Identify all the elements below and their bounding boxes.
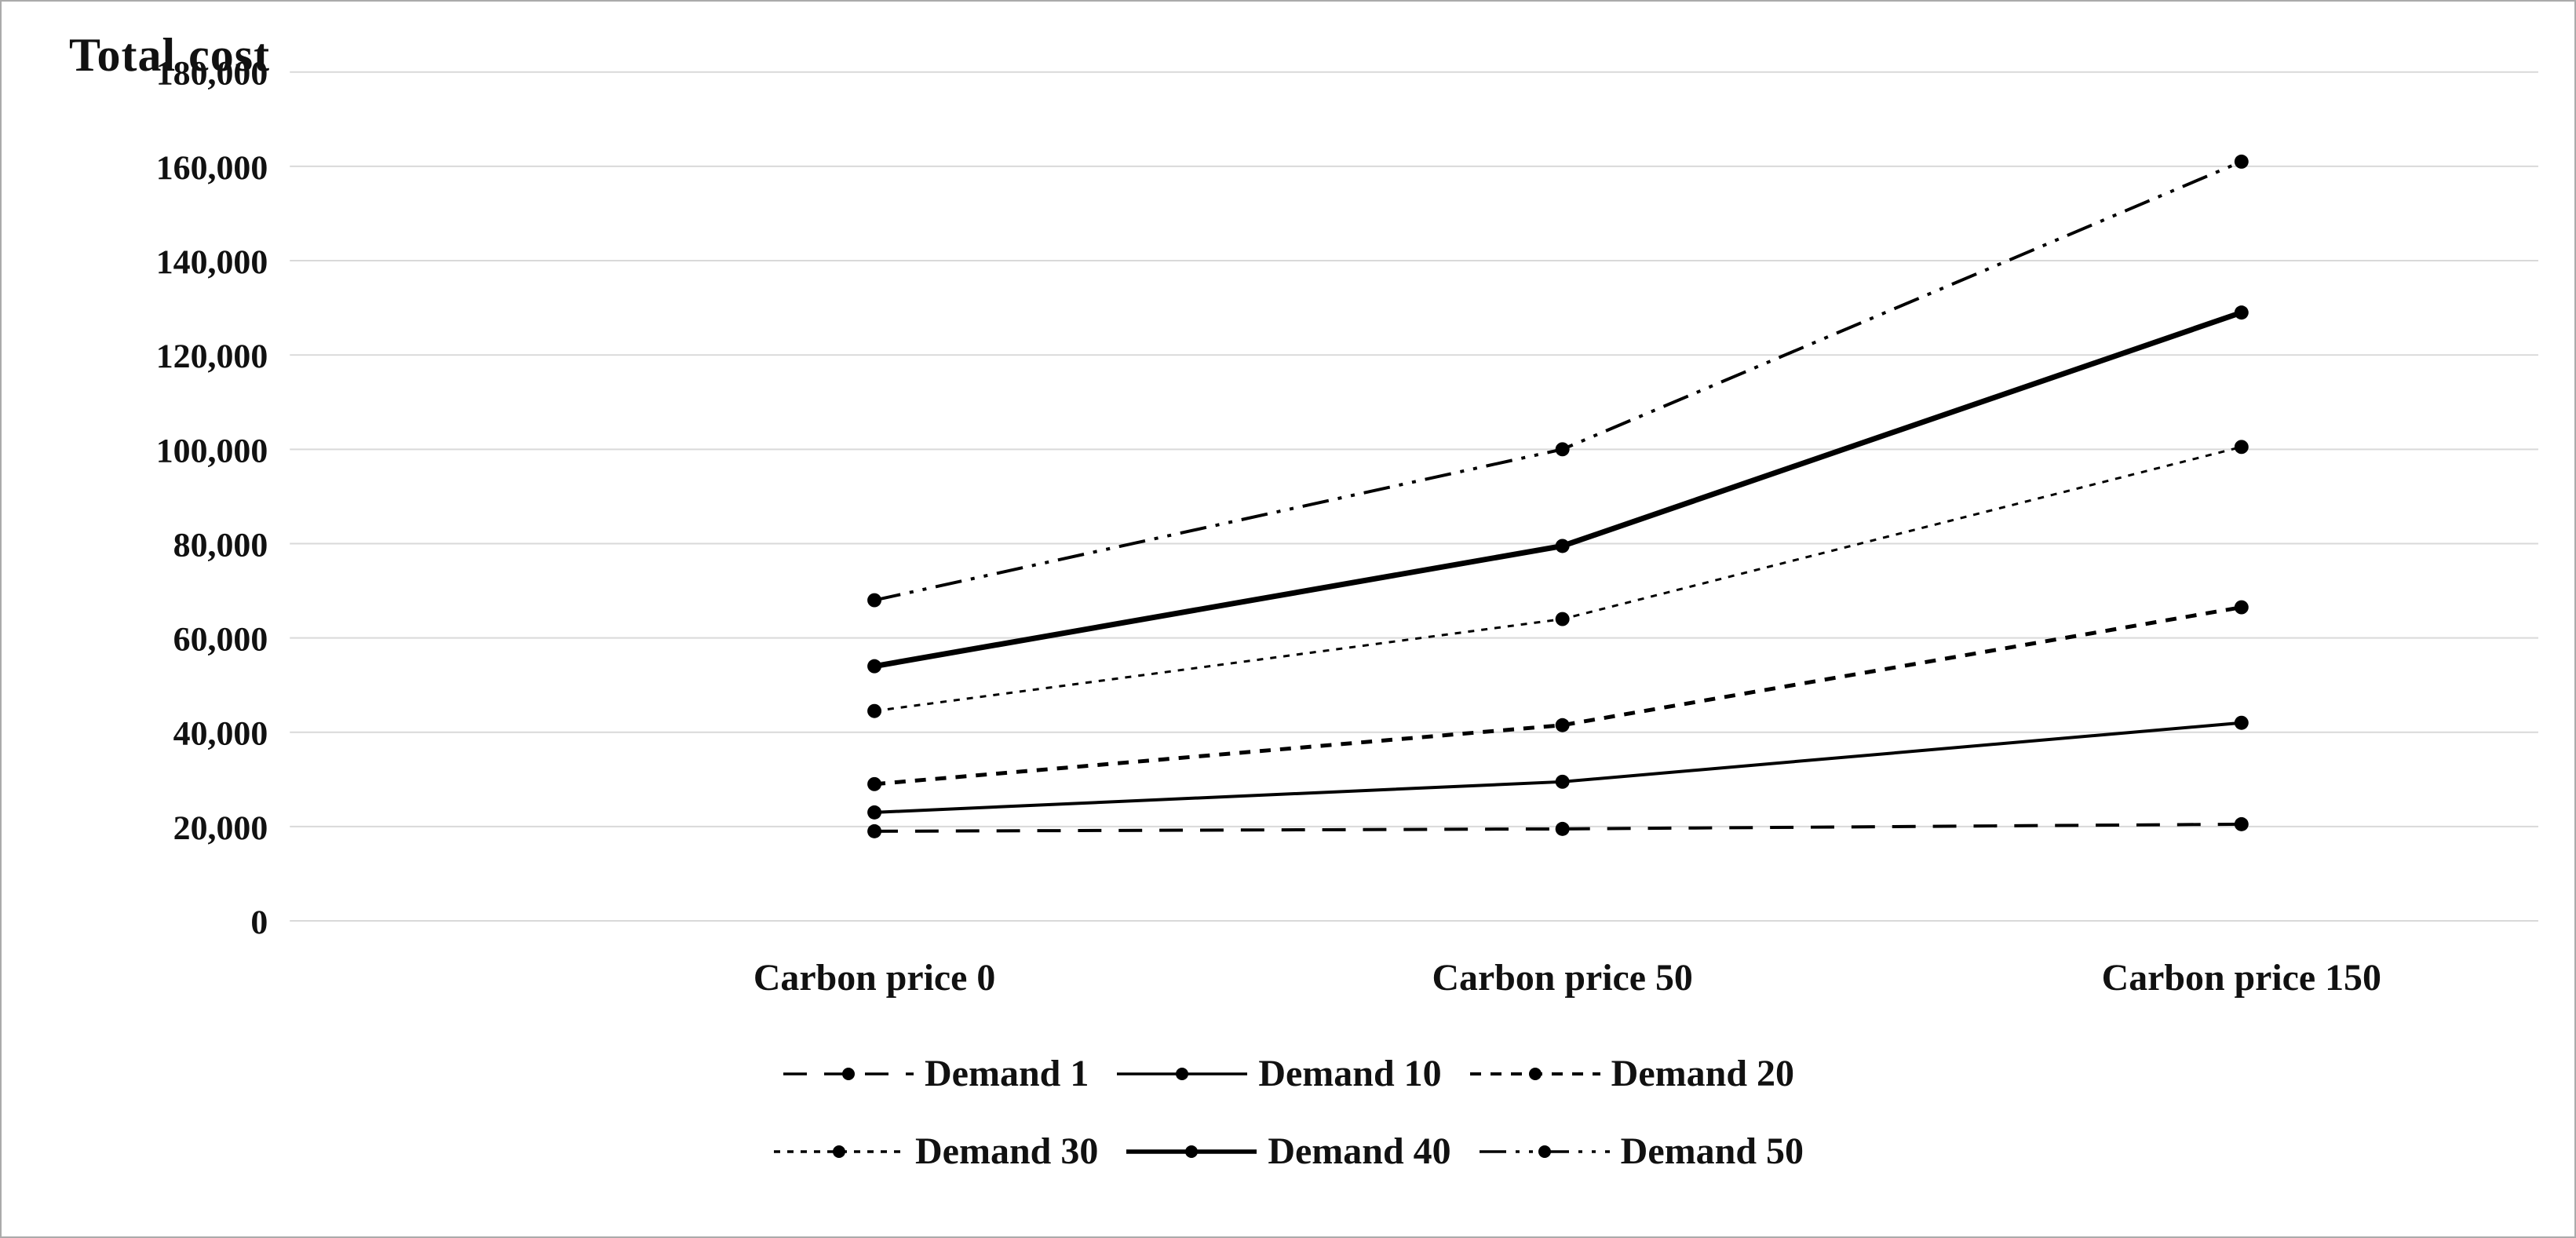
legend-item-demand-1: Demand 1 [782,1052,1089,1095]
svg-text:40,000: 40,000 [173,715,268,753]
data-point [1555,539,1570,553]
legend-line-sample-demand-50 [1479,1145,1610,1158]
svg-text:Carbon price 50: Carbon price 50 [1432,957,1692,999]
data-point [2234,816,2249,831]
legend-label-demand-30: Demand 30 [914,1130,1099,1172]
svg-text:20,000: 20,000 [173,809,268,847]
svg-text:140,000: 140,000 [156,243,268,281]
series-line [874,309,2242,670]
data-point [867,659,882,674]
data-point [1555,718,1570,732]
legend-line-sample-demand-1 [783,1067,914,1080]
series-line [874,605,2242,787]
data-point [1555,442,1570,457]
data-point [867,776,882,791]
legend-line-sample-demand-30 [773,1145,904,1158]
data-point [2234,600,2249,615]
svg-text:100,000: 100,000 [156,432,268,469]
svg-text:Carbon price 0: Carbon price 0 [753,957,995,999]
svg-text:0: 0 [250,904,268,941]
data-point [867,824,882,838]
legend-label-demand-50: Demand 50 [1620,1130,1804,1172]
svg-text:Carbon price 150: Carbon price 150 [2102,957,2381,999]
series-lines [874,160,2242,833]
chart-title: Total cost [69,29,271,81]
legend-line-sample-demand-10 [1117,1067,1248,1080]
legend-row-1: Demand 1 Demand 10 Demand 20 [774,1052,1802,1095]
data-point [867,703,882,718]
data-point-markers [867,154,2249,838]
legend-label-demand-40: Demand 40 [1268,1130,1451,1172]
legend-label-demand-1: Demand 1 [924,1053,1089,1094]
gridlines [290,71,2538,922]
data-point [867,593,882,608]
legend-item-demand-50: Demand 50 [1478,1130,1804,1173]
legend-line-sample-demand-20 [1469,1067,1600,1080]
svg-text:120,000: 120,000 [156,338,268,375]
legend-item-demand-10: Demand 10 [1115,1052,1442,1095]
legend-item-demand-20: Demand 20 [1469,1052,1794,1095]
legend-label-demand-10: Demand 10 [1258,1053,1442,1094]
svg-text:60,000: 60,000 [173,621,268,659]
svg-text:180,000: 180,000 [156,55,268,93]
series-line [874,445,2242,713]
data-point [1555,774,1570,789]
legend-item-demand-40: Demand 40 [1125,1130,1451,1173]
legend-item-demand-30: Demand 30 [772,1130,1098,1173]
data-point [867,805,882,820]
data-point [1555,821,1570,836]
data-point [2234,305,2249,320]
series-line [874,822,2242,833]
chart-legend: Demand 1 Demand 10 Demand 20 Demand 30 D… [2,1052,2574,1173]
legend-line-sample-demand-40 [1126,1145,1257,1158]
y-axis-labels: 0 20,000 40,000 60,000 80,000 100,000 120,000 1… [156,55,268,941]
x-axis-labels: Carbon price 0 Carbon price 50 Carbon pric… [753,957,2381,999]
legend-row-2: Demand 30 Demand 40 Demand 50 [764,1130,1812,1173]
data-point [2234,154,2249,169]
data-point [2234,715,2249,730]
svg-text:160,000: 160,000 [156,149,268,187]
data-point [1555,612,1570,626]
legend-label-demand-20: Demand 20 [1611,1053,1795,1094]
data-point [2234,440,2249,455]
svg-text:80,000: 80,000 [173,526,268,564]
